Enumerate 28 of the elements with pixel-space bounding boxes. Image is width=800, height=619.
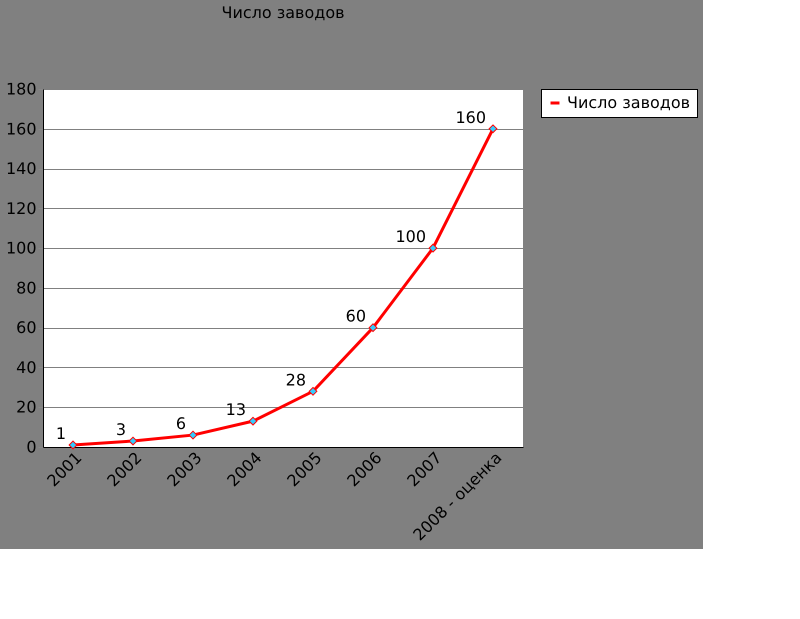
point xyxy=(188,430,198,440)
point xyxy=(68,440,78,450)
legend-label: Число заводов xyxy=(567,93,690,112)
data-label: 100 xyxy=(395,227,426,246)
y-tick-label: 120 xyxy=(6,198,36,218)
point xyxy=(488,124,498,134)
data-label: 160 xyxy=(455,108,486,127)
data-label: 3 xyxy=(116,420,126,440)
y-tick-label: 80 xyxy=(16,278,36,298)
point xyxy=(428,244,438,252)
y-tick-label: 60 xyxy=(16,318,36,338)
data-label: 60 xyxy=(346,306,366,326)
data-label: 28 xyxy=(286,370,306,390)
data-label: 13 xyxy=(226,400,246,420)
y-tick-label: 160 xyxy=(6,119,36,138)
data-label: 6 xyxy=(176,414,186,434)
y-tick-label: 40 xyxy=(16,358,36,377)
y-tick-label: 140 xyxy=(6,159,36,178)
y-tick-label: 100 xyxy=(6,238,36,258)
data-label: 1 xyxy=(56,424,66,444)
point xyxy=(368,323,378,332)
point xyxy=(248,416,258,426)
point xyxy=(128,436,138,446)
y-tick-label: 20 xyxy=(16,398,36,417)
chart-title: Число заводов xyxy=(221,3,345,22)
y-tick-label: 0 xyxy=(26,438,36,456)
point xyxy=(308,386,318,396)
y-tick-label: 180 xyxy=(6,80,36,98)
